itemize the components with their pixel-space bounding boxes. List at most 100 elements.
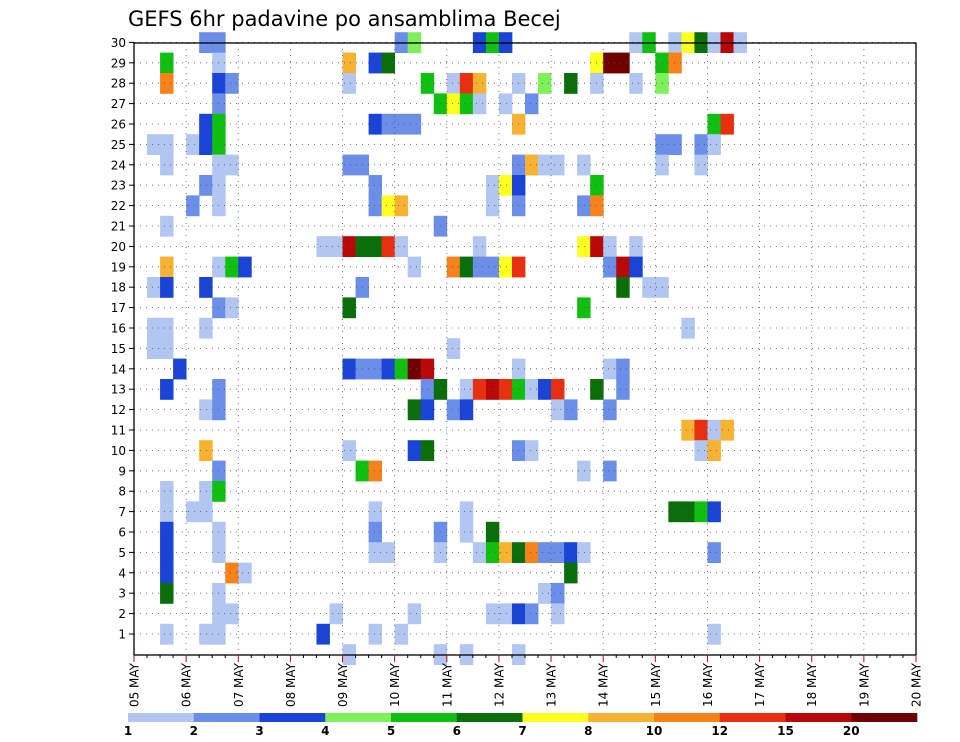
precip-cell xyxy=(525,154,539,176)
legend-swatch xyxy=(391,713,458,722)
precip-cell xyxy=(616,358,630,380)
precip-cell xyxy=(472,542,487,563)
precip-cell xyxy=(472,93,487,115)
precip-cell xyxy=(668,134,682,155)
y-tick-label: 13 xyxy=(111,383,126,397)
y-tick-label: 3 xyxy=(118,587,126,601)
precip-cell xyxy=(160,542,174,563)
y-tick-label: 8 xyxy=(118,485,126,499)
x-tick-label: 08 MAY xyxy=(284,662,298,707)
precip-cell xyxy=(381,236,396,257)
precip-cell xyxy=(525,603,539,625)
legend-label: 6 xyxy=(453,724,461,738)
precip-cell xyxy=(160,52,174,74)
color-legend: 1 2 3 4 5 6 7 8 10 12 15 20 xyxy=(124,713,918,738)
y-tick-label: 25 xyxy=(111,138,126,152)
precip-cell xyxy=(538,583,552,604)
precip-cell xyxy=(147,277,161,298)
precip-cell xyxy=(173,358,187,380)
precip-cell xyxy=(707,542,721,563)
precip-cell xyxy=(199,113,213,135)
x-tick-label: 18 MAY xyxy=(805,662,819,707)
precip-cell xyxy=(381,113,396,135)
precip-cell xyxy=(407,399,422,421)
precip-cell xyxy=(577,236,591,257)
y-tick-label: 15 xyxy=(111,342,126,356)
y-tick-label: 4 xyxy=(118,566,126,580)
legend-swatch xyxy=(193,713,260,722)
legend-label: 20 xyxy=(843,724,860,738)
precip-cell xyxy=(160,317,174,339)
precip-cell xyxy=(485,256,500,278)
precip-cell xyxy=(538,73,552,94)
precip-cell xyxy=(498,175,513,196)
precip-cell xyxy=(446,338,461,359)
precip-cell xyxy=(459,93,474,115)
precip-cell xyxy=(394,623,409,645)
precip-cell xyxy=(603,399,617,421)
precip-cell xyxy=(551,542,565,563)
precip-cell xyxy=(160,338,174,359)
precip-cell xyxy=(603,256,617,278)
precip-cell xyxy=(551,379,565,400)
x-tick-label: 14 MAY xyxy=(597,662,611,707)
precip-cell xyxy=(420,399,435,421)
precip-cell xyxy=(629,256,643,278)
precip-cell xyxy=(485,603,500,625)
precip-cell xyxy=(616,256,630,278)
legend-label: 5 xyxy=(387,724,395,738)
y-tick-label: 20 xyxy=(111,240,126,254)
precip-cell xyxy=(694,134,708,155)
precip-cell xyxy=(668,501,682,523)
legend-swatch xyxy=(851,713,918,722)
precip-cell xyxy=(694,440,708,461)
legend-swatch xyxy=(588,713,655,722)
precip-cell xyxy=(694,419,708,441)
precip-cell xyxy=(160,134,174,155)
precip-cell xyxy=(577,154,591,176)
legend-swatch xyxy=(785,713,852,722)
y-tick-label: 7 xyxy=(118,505,126,519)
precip-cell xyxy=(498,93,513,115)
precip-cell xyxy=(407,603,422,625)
precip-cell xyxy=(459,399,474,421)
precip-cell xyxy=(525,440,539,461)
precip-cell xyxy=(147,134,161,155)
precip-cell xyxy=(472,256,487,278)
precip-cell xyxy=(199,175,213,196)
legend-swatch xyxy=(259,713,326,722)
x-tick-label: 10 MAY xyxy=(388,662,402,707)
legend-label: 8 xyxy=(584,724,592,738)
precip-cell xyxy=(225,297,239,319)
precip-cell xyxy=(551,154,565,176)
precip-cell xyxy=(407,358,422,380)
precip-cell xyxy=(316,623,330,645)
x-tick-label: 13 MAY xyxy=(545,662,559,707)
precip-cell xyxy=(199,399,213,421)
precip-cell xyxy=(381,195,396,217)
y-tick-label: 26 xyxy=(111,118,126,132)
precip-cell xyxy=(603,460,617,482)
y-tick-label: 2 xyxy=(118,607,126,621)
precip-cell xyxy=(160,277,174,298)
precip-cell xyxy=(603,358,617,380)
gridlines xyxy=(134,42,916,655)
precip-cell xyxy=(225,154,239,176)
precip-cell xyxy=(160,583,174,604)
x-tick-label: 05 MAY xyxy=(128,662,142,707)
precip-cell xyxy=(342,440,356,461)
y-tick-label: 11 xyxy=(111,424,126,438)
precip-cell xyxy=(199,501,213,523)
precip-cell xyxy=(368,542,383,563)
precip-cell xyxy=(642,277,656,298)
precip-cell xyxy=(525,542,539,563)
x-tick-label: 16 MAY xyxy=(701,662,715,707)
precip-cell xyxy=(199,481,213,502)
precip-cell xyxy=(525,379,539,400)
precip-cell xyxy=(707,501,721,523)
precip-cell xyxy=(394,113,409,135)
precip-cell xyxy=(368,113,383,135)
precip-cell xyxy=(199,440,213,461)
x-tick-label: 09 MAY xyxy=(336,662,350,707)
